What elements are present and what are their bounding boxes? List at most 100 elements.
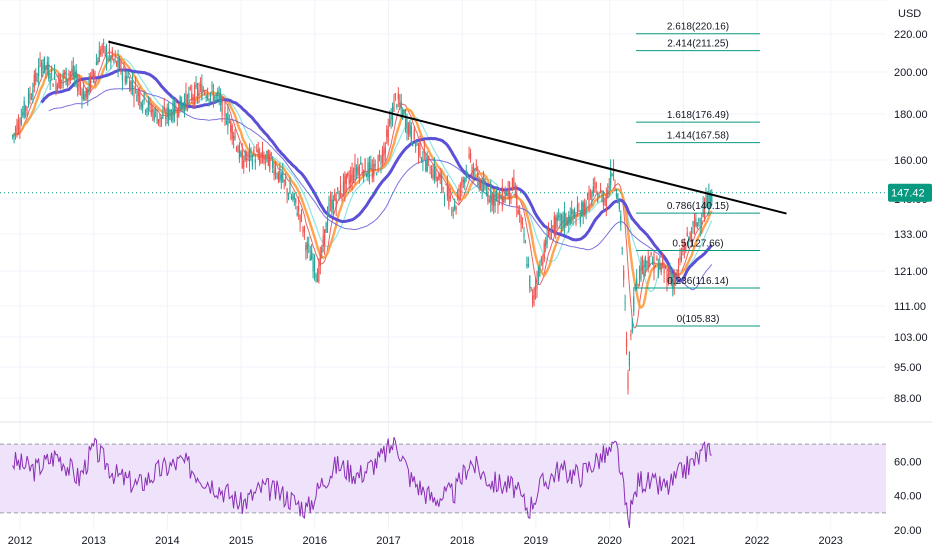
candle-body [355, 168, 358, 171]
candle-body [620, 215, 622, 226]
price-axis[interactable]: 88.0095.00103.00111.00121.00133.00145.00… [888, 29, 932, 537]
candle-body [394, 93, 397, 95]
candle-body [566, 219, 568, 226]
candle-body [91, 69, 93, 77]
candle-body [279, 167, 281, 181]
candle-body [423, 149, 425, 154]
candle-body [335, 198, 337, 208]
candle-body [576, 204, 579, 213]
candle-body [448, 188, 450, 207]
candle-body [675, 274, 677, 284]
candle-body [27, 92, 30, 106]
time-tick-label: 2014 [155, 535, 179, 547]
candle-body [35, 72, 37, 81]
candle-body [520, 215, 522, 225]
candle-body [88, 79, 90, 92]
candle-body [409, 122, 411, 135]
candle-body [196, 88, 199, 96]
candle-body [494, 192, 496, 207]
candle-body [204, 91, 206, 95]
candle-body [378, 154, 381, 157]
candle-body [240, 152, 242, 157]
candle-body [519, 211, 521, 214]
time-tick-label: 2012 [8, 535, 32, 547]
candle-body [55, 81, 57, 91]
price-tick-label: 103.00 [894, 332, 928, 344]
last-price-tag [888, 183, 932, 202]
candle-body [36, 80, 38, 82]
price-tick-label: 220.00 [894, 29, 928, 41]
candle-body [82, 89, 85, 100]
candle-body [293, 193, 295, 200]
candle-body [669, 269, 671, 278]
candle-body [354, 162, 356, 178]
time-tick-label: 2013 [81, 535, 105, 547]
candle-body [711, 194, 713, 203]
candle-body [389, 119, 391, 125]
price-tick-label: 95.00 [894, 362, 922, 374]
candle-body [670, 276, 672, 285]
candle-body [630, 334, 632, 336]
candle-body [233, 135, 235, 140]
candle-body [402, 109, 404, 119]
candle-body [250, 148, 252, 154]
candle-body [586, 193, 589, 196]
candle-body [384, 146, 386, 154]
candle-body [170, 113, 173, 120]
candle-body [298, 205, 300, 211]
candle-body [69, 72, 72, 75]
candle-body [656, 258, 658, 260]
price-tick-label: 200.00 [894, 67, 928, 79]
candle-body [443, 197, 446, 199]
candle-body [62, 73, 64, 79]
candle-body [399, 103, 401, 105]
candle-body [90, 75, 92, 90]
candle-body [449, 195, 451, 199]
candle-body [228, 121, 230, 123]
candle-body [701, 221, 703, 225]
ma-slow-secondary-line [48, 87, 713, 291]
candle-body [348, 178, 350, 184]
candle-body [663, 269, 665, 274]
candle-body [153, 112, 155, 121]
candle-body [118, 60, 121, 69]
candle-body [537, 267, 540, 279]
candle-body [113, 59, 115, 61]
candle-body [524, 242, 527, 244]
candle-body [539, 266, 541, 277]
candle-body [75, 69, 77, 79]
fib-level-label: 0.236(116.14) [667, 276, 729, 287]
candle-body [117, 57, 119, 68]
rsi-tick-label: 20.00 [894, 525, 922, 537]
candle-body [578, 211, 580, 213]
candle-body [370, 164, 372, 168]
candle-body [417, 143, 420, 156]
candle-body [591, 192, 593, 202]
candle-body [142, 104, 144, 109]
candle-body [17, 119, 20, 131]
candle-body [456, 195, 459, 199]
candle-body [58, 75, 60, 89]
trendline[interactable] [108, 40, 787, 215]
price-tick-label: 88.00 [894, 393, 922, 405]
time-axis[interactable]: 2012 2013 2014 2015 2016 2017 2018 2019 2020 2021… [8, 535, 843, 547]
price-tick-label: 180.00 [894, 109, 928, 121]
candle-body [598, 194, 600, 198]
candle-body [552, 225, 554, 227]
candle-body [328, 203, 330, 215]
candle-body [452, 209, 454, 211]
candle-body [46, 62, 48, 71]
candle-body [689, 232, 691, 239]
candle-body [52, 83, 54, 87]
candle-body [201, 84, 203, 100]
candle-body [682, 248, 684, 251]
candle-body [14, 128, 17, 133]
candle-body [345, 173, 347, 184]
currency-label: USD [898, 8, 921, 20]
candle-body [680, 256, 683, 261]
candle-body [134, 82, 137, 85]
candle-body [497, 195, 499, 207]
candle-body [30, 97, 33, 100]
candle-body [172, 101, 174, 121]
